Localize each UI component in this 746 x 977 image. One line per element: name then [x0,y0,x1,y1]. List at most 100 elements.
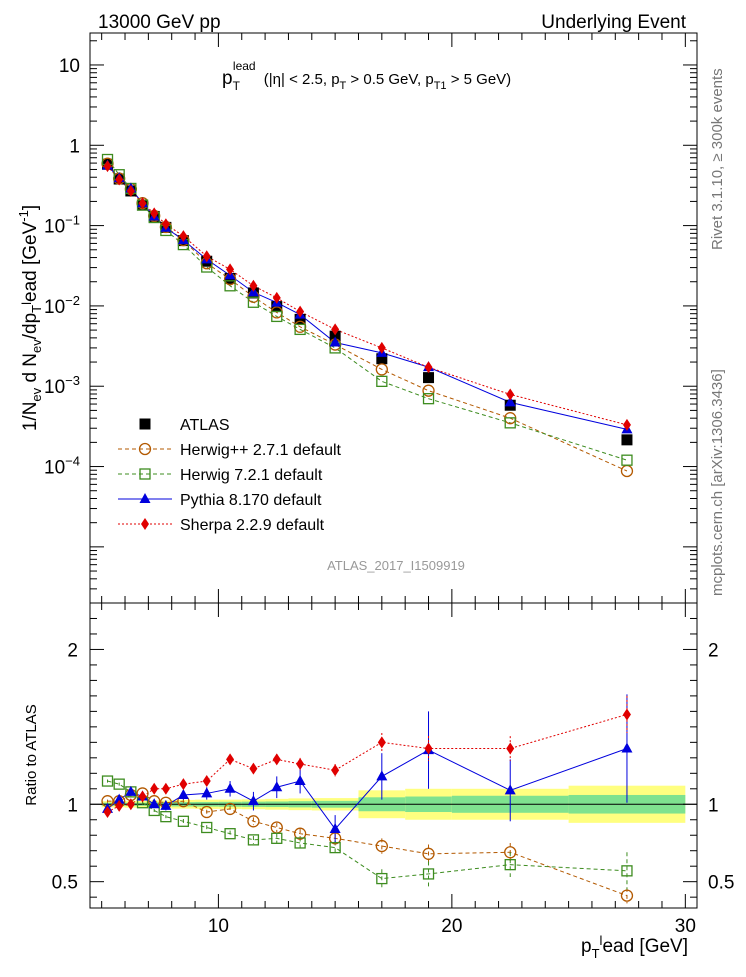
x-tick-label: 10 [208,916,229,937]
ratio-point [179,778,188,791]
ratio-bands [90,785,697,823]
ratio-point [294,837,306,849]
x-tick-label: 20 [441,916,462,937]
y-tick-label-ratio: 2 [67,640,78,661]
ratio-point [126,798,135,811]
ratio-point [506,742,515,755]
ratio-point [375,839,388,853]
main-point [329,330,341,342]
ratio-point [224,782,236,793]
ratio-point [201,787,213,798]
legend-label: Pythia 8.170 default [180,492,322,509]
main-point [179,230,188,243]
ratio-point [226,753,235,766]
main-point [294,313,306,325]
ratio-point [115,799,124,812]
main-point [422,384,435,397]
main-point [422,393,435,405]
ratio-point [296,758,305,771]
mcplots-label: mcplots.cern.ch [arXiv:1306.3436] [709,369,726,596]
ratio-point [138,790,147,803]
ratio-point [620,889,634,902]
legend-marker [141,518,149,530]
rivet-label: Rivet 3.1.10, ≥ 300k events [709,68,726,250]
main-point [296,305,305,318]
ratio-point [150,782,159,795]
main-point [423,372,435,384]
ratio-point [201,821,213,834]
y-tick-label: 10−2 [44,293,80,318]
series-markers [101,153,634,902]
ratio-point [271,781,283,792]
ratio-point [272,753,281,766]
main-point [329,336,341,347]
main-point [226,263,235,276]
ratio-point [160,811,172,823]
legend-marker [139,468,151,480]
legend-label: ATLAS [180,417,230,434]
ratio-point [329,841,341,854]
main-point [103,160,112,173]
ratio-point [504,784,516,795]
ratio-line [107,713,628,813]
ratio-point [177,788,189,799]
main-point [331,323,340,336]
main-point [115,173,124,186]
ratio-point [422,868,435,880]
ratio-point [424,742,433,755]
main-line-herwig [107,159,628,461]
ratio-point [377,736,386,749]
axes-ticks: 10 20 30 10−4 10−3 10−2 10−1 1 10 0.5 0.5 1 1 2 2 [44,33,734,937]
ratio-point [271,832,283,844]
ratio-point [103,806,112,819]
watermark: ATLAS_2017_I1509919 [327,558,465,573]
main-point [504,417,516,429]
ratio-point [101,775,114,787]
y-tick-label: 10−4 [44,454,80,479]
main-point [621,454,633,466]
legend: ATLAS Herwig++ 2.7.1 default Herwig 7.2.1 … [118,417,342,534]
legend-label: Herwig 7.2.1 default [180,467,323,484]
main-ylabel: 1/Nev d Nev/dpTlead [GeV-1] [16,205,44,431]
main-point [621,434,633,446]
main-point [224,280,236,292]
ratio-point [621,865,633,877]
legend-label: Herwig++ 2.7.1 default [180,442,342,459]
y-tick-label-ratio: 0.5 [52,873,78,894]
y-tick-label: 10−1 [44,213,80,238]
legend-marker [139,418,151,430]
main-point [424,361,433,374]
legend-label: Sherpa 2.2.9 default [180,517,325,534]
ratio-point [202,775,211,788]
x-tick-label: 30 [675,916,696,937]
main-line-sherpa [107,165,628,426]
y-tick-label-ratio: 1 [67,795,78,816]
ratio-point [113,793,125,804]
main-point [622,418,631,431]
ratio-point [249,762,258,775]
main-point [375,363,388,376]
header-right: Underlying Event [541,12,686,33]
ratio-point [293,827,307,840]
main-point [126,184,135,197]
main-point [506,388,515,401]
xlabel: pTlead [GeV] [581,933,688,961]
ratio-point [422,847,435,860]
legend-marker [139,493,151,503]
ratio-point [200,805,213,819]
ratio-point [331,764,340,777]
main-point [271,310,283,323]
y-tick-label: 1 [69,136,80,157]
ratio-point [247,795,259,806]
ratio-point [113,778,125,790]
ratio-ylabel: Ratio to ATLAS [23,704,40,805]
ratio-point [294,775,306,786]
ratio-point [376,872,388,885]
main-point [161,218,170,231]
main-point [202,250,211,263]
ratio-point [247,815,260,828]
main-point [247,296,260,308]
main-point [150,207,159,220]
